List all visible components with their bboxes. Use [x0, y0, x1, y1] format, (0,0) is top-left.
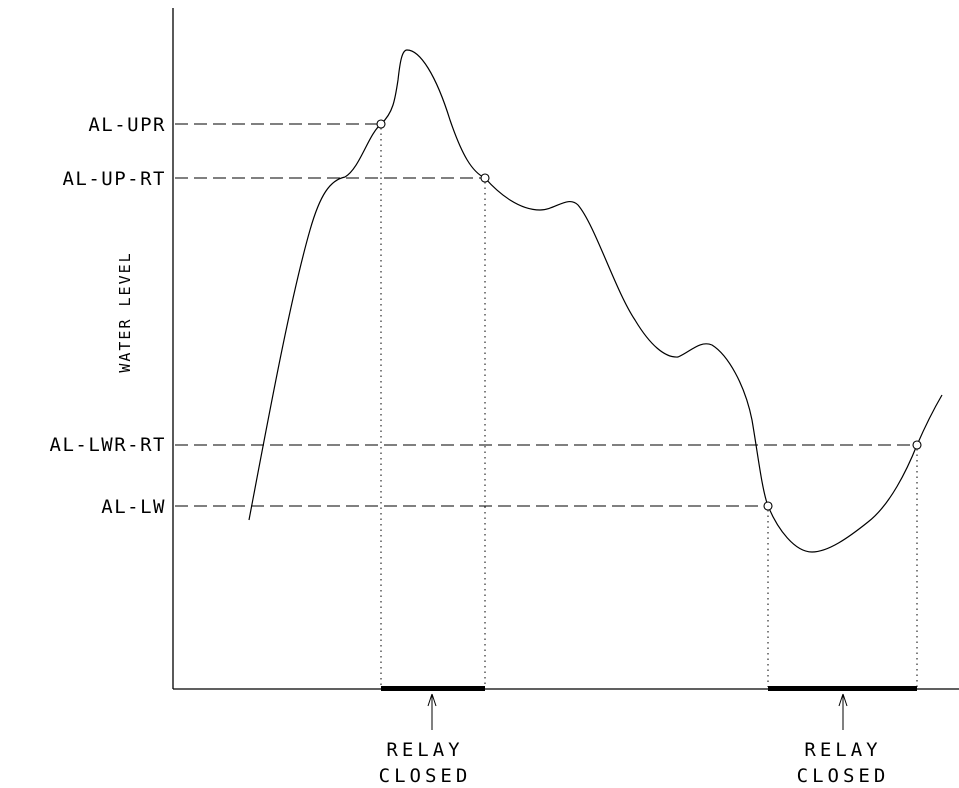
threshold-label-al-up-rt: AL-UP-RT — [62, 168, 166, 190]
water-level-curve — [248, 49, 943, 553]
threshold-label-al-lw: AL-LW — [101, 496, 166, 518]
relay-label-line2: CLOSED — [379, 765, 472, 787]
crossing-point-marker — [376, 119, 386, 129]
y-axis-label: WATER LEVEL — [116, 251, 134, 372]
relay-label-line1: RELAY — [804, 739, 881, 761]
threshold-label-al-upr: AL-UPR — [88, 114, 166, 136]
relay-arrow — [838, 693, 848, 730]
crossing-point-marker — [912, 440, 922, 450]
crossing-point-marker — [763, 501, 773, 511]
relay-label-line1: RELAY — [386, 739, 463, 761]
crossing-point-marker — [480, 173, 490, 183]
threshold-label-al-lwr-rt: AL-LWR-RT — [50, 434, 166, 456]
relay-label-line2: CLOSED — [797, 765, 890, 787]
relay-closed-bar — [381, 686, 485, 691]
relay-closed-bar — [768, 686, 917, 691]
relay-arrow — [427, 693, 437, 730]
